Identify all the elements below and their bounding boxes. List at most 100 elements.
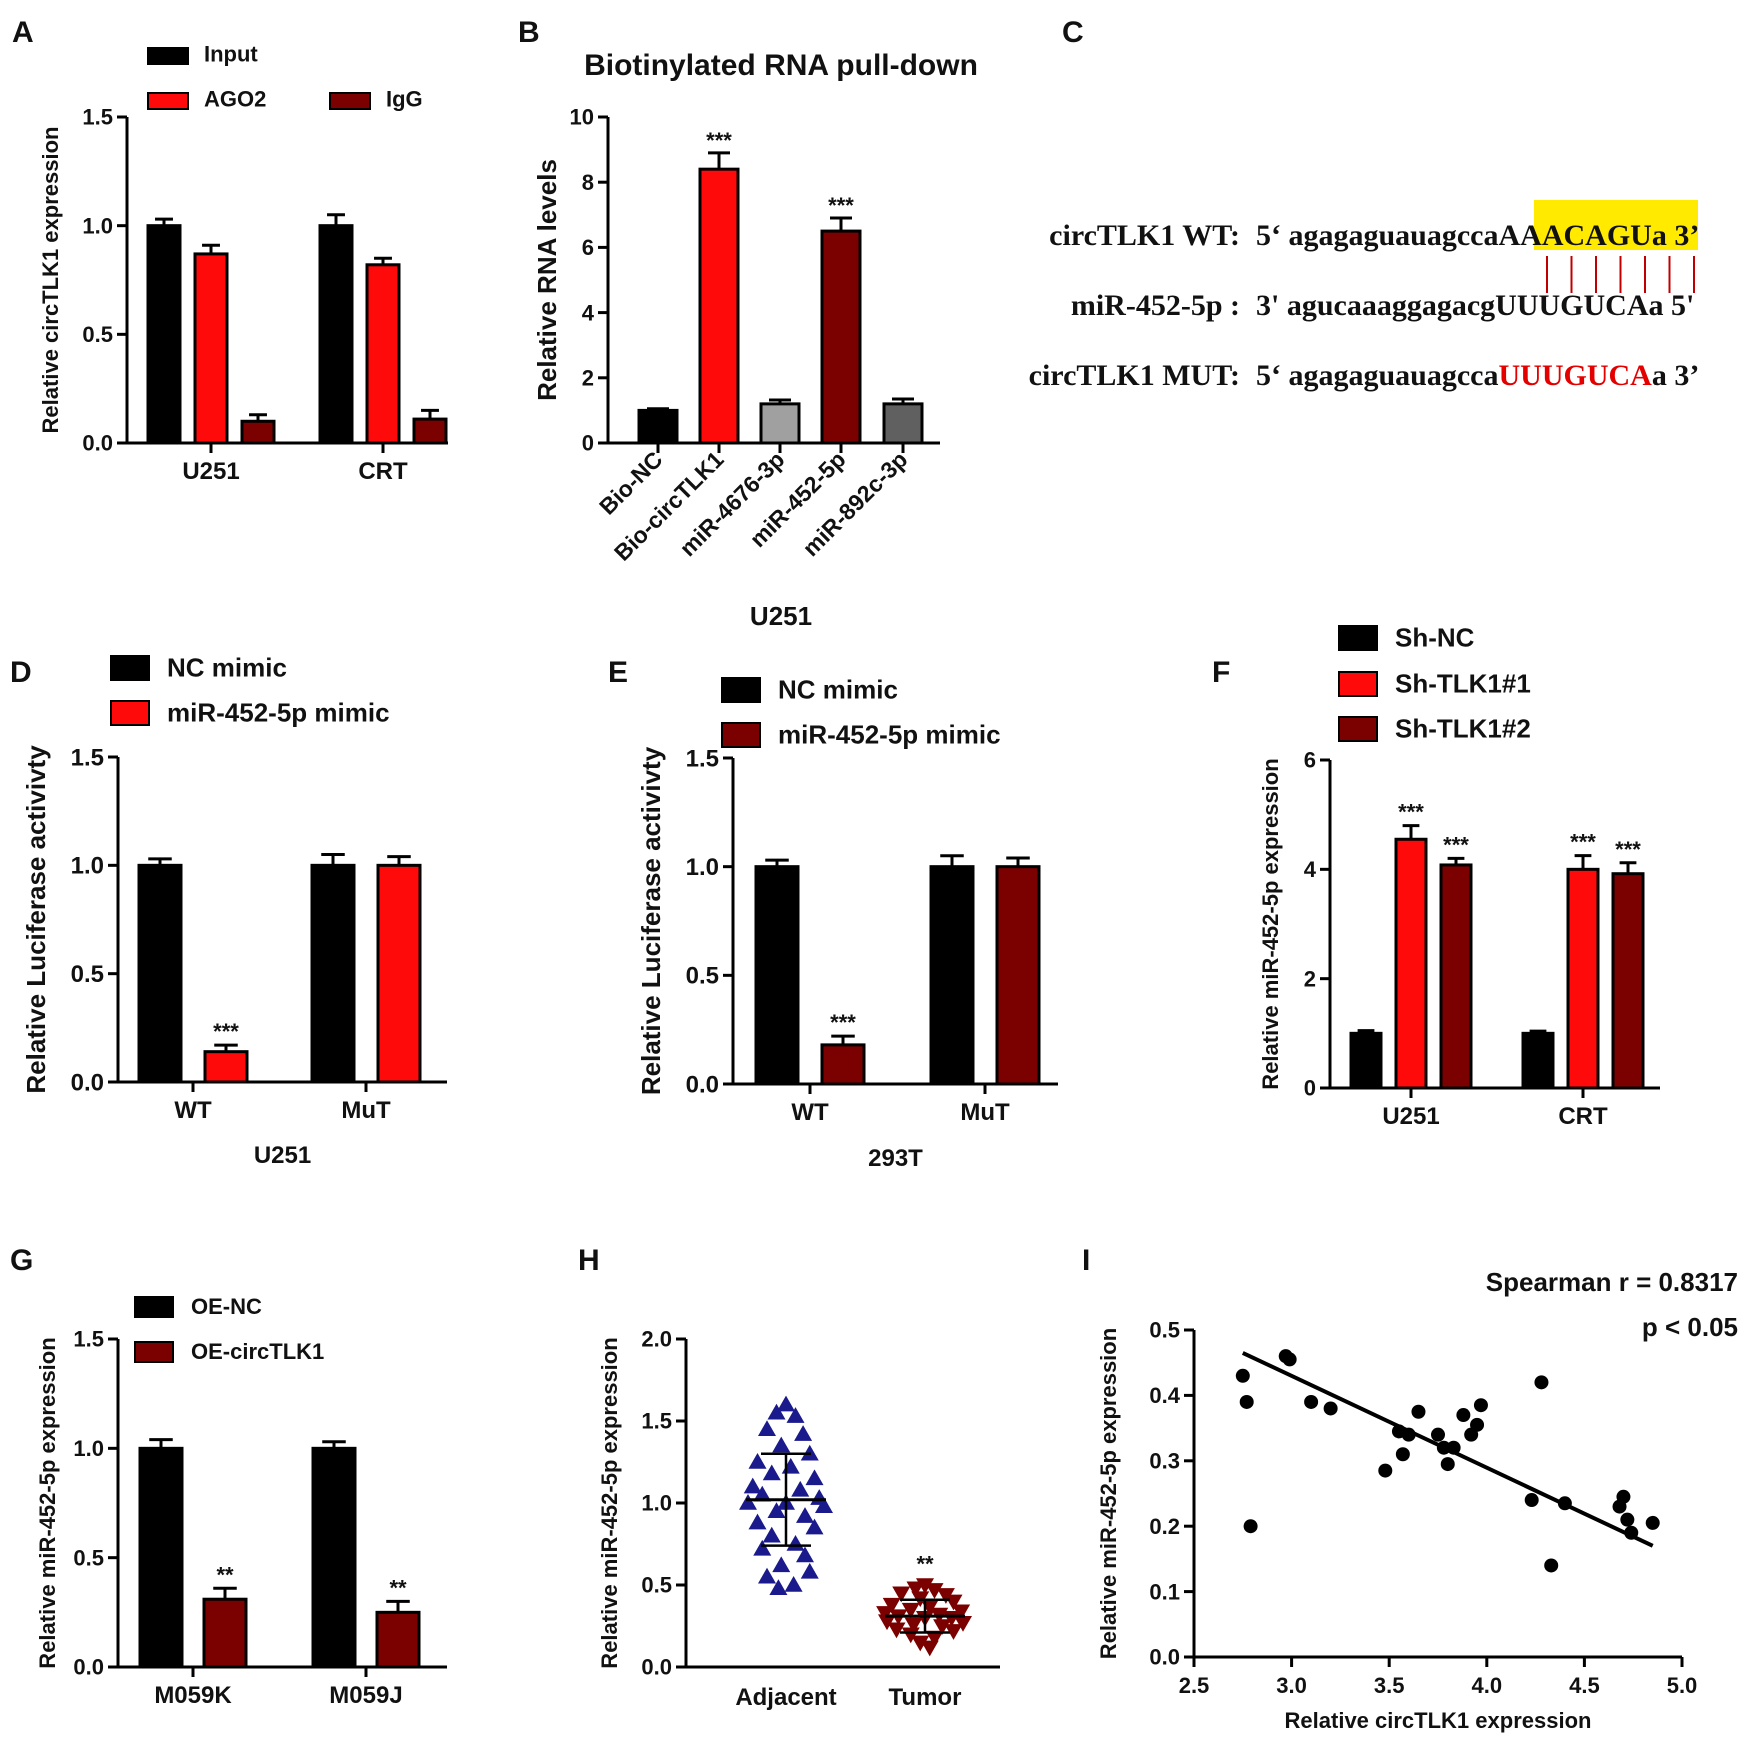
x-tick-label: 5.0 <box>1667 1673 1698 1698</box>
bar <box>203 1050 249 1084</box>
data-point <box>1470 1417 1485 1432</box>
panel-label-i: I <box>1082 1244 1090 1277</box>
data-point <box>743 1477 762 1494</box>
data-point <box>769 1579 788 1596</box>
bar <box>310 863 356 1084</box>
data-point <box>1446 1440 1461 1455</box>
data-point <box>1395 1447 1410 1462</box>
x-tick-label: WT <box>791 1099 829 1126</box>
data-point <box>911 1635 930 1652</box>
wt-label: circTLK1 WT: <box>1049 219 1240 252</box>
y-axis-label: Relative Luciferase activivty <box>21 745 51 1094</box>
data-point <box>762 1464 781 1481</box>
legend-swatch <box>1338 716 1378 742</box>
y-axis-label: Relative Luciferase activivty <box>636 746 666 1095</box>
data-point <box>1473 1398 1488 1413</box>
legend-swatch <box>110 655 150 681</box>
legend-swatch <box>1338 625 1378 651</box>
data-point <box>1524 1493 1539 1508</box>
y-tick-label: 1.5 <box>686 745 719 772</box>
panel-label-h: H <box>578 1244 600 1277</box>
y-axis-label: Relative miR-452-5p expression <box>35 1337 60 1668</box>
y-tick-label: 0.0 <box>73 1655 104 1680</box>
bar <box>1521 1031 1555 1090</box>
data-point <box>762 1526 781 1543</box>
legend-swatch <box>147 92 189 110</box>
bar <box>1394 837 1428 1090</box>
y-tick-label: 0.5 <box>73 1545 104 1570</box>
x-tick-label: M059K <box>154 1682 232 1709</box>
x-axis-label: 293T <box>868 1145 923 1172</box>
y-tick-label: 1.5 <box>71 744 104 771</box>
significance-label: *** <box>1570 830 1596 855</box>
bar <box>1439 863 1473 1090</box>
legend-label: Sh-NC <box>1395 622 1475 652</box>
data-point <box>786 1535 805 1551</box>
y-tick-label: 1.0 <box>71 853 104 880</box>
y-tick-label: 0.1 <box>1149 1579 1180 1604</box>
spearman-annotation: Spearman r = 0.8317 <box>1486 1267 1738 1297</box>
data-point <box>906 1581 925 1598</box>
spearman-stat: Spearman r <box>1486 1267 1629 1297</box>
data-point <box>805 1518 824 1535</box>
bar <box>1611 872 1645 1090</box>
legend-label: OE-circTLK1 <box>191 1339 324 1364</box>
y-tick-label: 10 <box>570 105 594 130</box>
data-point <box>796 1546 814 1563</box>
bar <box>311 1446 357 1669</box>
data-point <box>925 1630 944 1647</box>
significance-label: *** <box>828 193 854 218</box>
wt-site: AAACAGU <box>1499 219 1652 252</box>
bar <box>1566 867 1600 1090</box>
significance-label: *** <box>830 1010 856 1035</box>
mutation-highlight <box>1534 200 1698 250</box>
y-tick-label: 0 <box>1304 1076 1316 1101</box>
significance-label: *** <box>1398 800 1424 825</box>
data-point <box>954 1615 972 1632</box>
x-tick-label: 4.5 <box>1569 1673 1600 1698</box>
data-point <box>1624 1525 1639 1540</box>
x-tick-label: CRT <box>358 458 408 485</box>
pairing-lines <box>1546 256 1695 293</box>
mut-suffix: a 3’ <box>1652 359 1700 392</box>
y-axis-label: Relative circTLK1 expression <box>38 127 63 434</box>
mir-site: UUUGUCA <box>1495 289 1649 322</box>
panel-a-chart: 0.0 0.5 1.0 1.5 Relative circTLK1 expression… <box>38 42 448 485</box>
bar <box>202 1597 248 1669</box>
panel-label-d: D <box>10 656 32 689</box>
data-point <box>1620 1512 1635 1527</box>
data-point <box>772 1556 791 1573</box>
bar <box>820 229 862 445</box>
data-point <box>800 1562 819 1579</box>
x-tick-label: 4.0 <box>1472 1673 1503 1698</box>
bar <box>365 263 401 445</box>
p-stat: p <box>1642 1312 1658 1342</box>
data-point <box>1616 1489 1631 1504</box>
y-tick-label: 1.0 <box>686 854 719 881</box>
data-point <box>781 1457 800 1474</box>
legend-label: OE-NC <box>191 1294 262 1319</box>
significance-label: *** <box>213 1019 239 1044</box>
data-point <box>758 1420 776 1436</box>
panel-label-e: E <box>608 656 628 689</box>
bar <box>412 417 448 445</box>
y-tick-label: 0.5 <box>71 961 104 988</box>
data-point <box>794 1425 813 1441</box>
y-tick-label: 0.5 <box>641 1573 672 1598</box>
y-tick-label: 0.0 <box>82 431 113 456</box>
wt-prefix: 5‘ agagaguauagcca <box>1256 219 1499 252</box>
data-point <box>748 1453 767 1469</box>
x-axis-label: U251 <box>750 601 812 631</box>
panel-label-g: G <box>10 1244 33 1277</box>
legend-label: Sh-TLK1#1 <box>1395 668 1531 698</box>
x-tick-label: Tumor <box>889 1684 962 1711</box>
data-point <box>758 1567 776 1584</box>
panel-label-c: C <box>1062 16 1084 49</box>
legend-label: miR-452-5p mimic <box>167 697 390 727</box>
data-point <box>772 1436 791 1453</box>
data-point <box>876 1606 895 1622</box>
legend-label: Sh-TLK1#2 <box>1395 713 1531 743</box>
legend-label: NC mimic <box>778 674 898 704</box>
panel-h-chart: 0.0 0.5 1.0 1.5 2.0 Relative miR-452-5p expre… <box>597 1327 1000 1711</box>
